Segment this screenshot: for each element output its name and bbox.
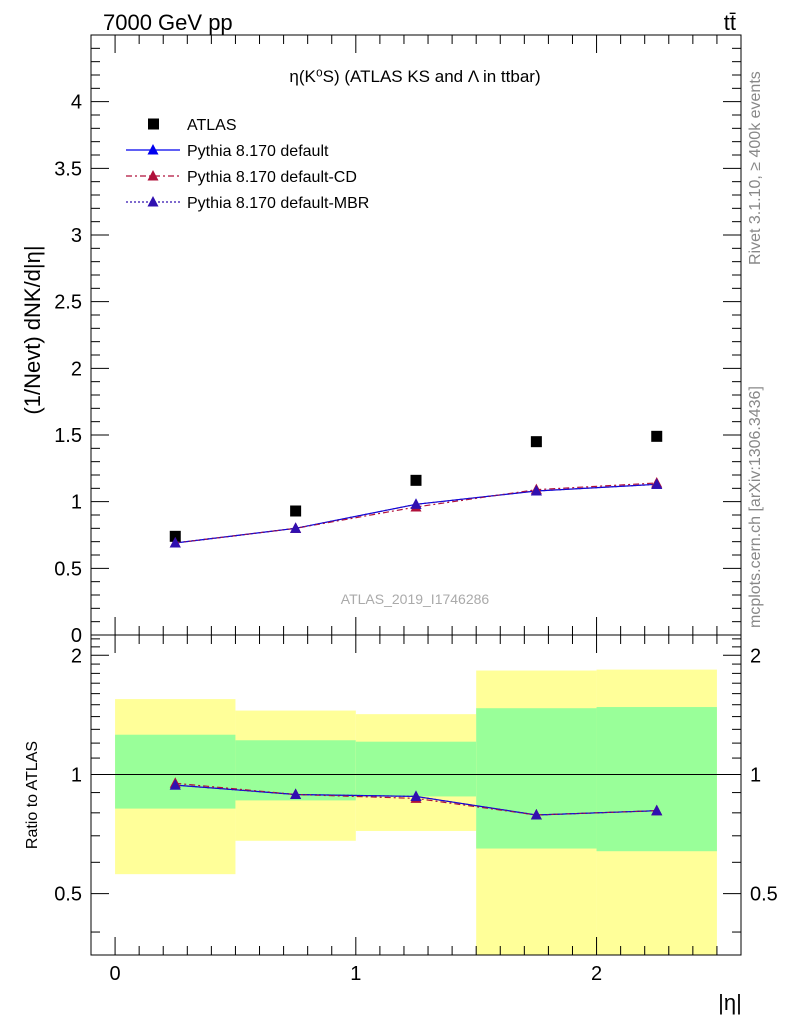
series-atlas-point [290, 505, 302, 517]
ratio-y-axis-label: Ratio to ATLAS [24, 741, 41, 849]
main-marks [169, 430, 663, 548]
ratio-frame [90, 634, 742, 956]
green-band-bin [596, 707, 717, 852]
main-y-tick-label: 1 [71, 492, 82, 514]
ratio-y-tick-label: 1 [71, 764, 82, 786]
main-y-axis-label: (1/Nevt) dNK/d|η| [20, 245, 45, 414]
legend-pythia-8-170-default-marker [147, 144, 159, 155]
ratio-y-tick-label-right: 0.5 [750, 884, 778, 906]
analysis-id-label: ATLAS_2019_I1746286 [341, 591, 490, 607]
main-axes: 0 0.5 1 1.5 2 2.5 3 3.5 4 [54, 35, 741, 647]
ratio-axes: 0 1 2 0.5 0.5 1 1 2 2 [54, 635, 778, 985]
ratio-marks [169, 777, 663, 820]
ratio-y-tick-label: 2 [71, 645, 82, 667]
series-atlas-point [169, 530, 181, 542]
legend-pythia-8-170-default-cd-label: Pythia 8.170 default-CD [187, 169, 357, 186]
x-tick-label: 1 [350, 963, 361, 985]
ratio-panel: 0 1 2 0.5 0.5 1 1 2 2 Ratio to ATLAS |η| [24, 634, 778, 1015]
green-band-bin [355, 741, 477, 797]
green-band-bin [476, 708, 597, 849]
ratio-uncertainty-bands [91, 669, 741, 955]
ratio-y-tick-label: 0.5 [54, 884, 82, 906]
series-atlas-point [530, 436, 542, 448]
main-y-tick-label: 2 [71, 358, 82, 380]
series-atlas-point [651, 430, 663, 442]
energy-label: 7000 GeV pp [103, 10, 233, 35]
series-pythia-8-170-default-mbr-point [410, 498, 422, 509]
mcplots-label: mcplots.cern.ch [arXiv:1306.3436] [747, 386, 764, 628]
ratio-y-tick-label-right: 2 [750, 645, 761, 667]
main-y-tick-label: 4 [71, 92, 82, 114]
series-pythia-8-170-default-mbr-point [530, 485, 542, 496]
legend-atlas-label: ATLAS [187, 117, 237, 134]
main-y-tick-label: 3 [71, 225, 82, 247]
main-y-tick-label: 2.5 [54, 292, 82, 314]
main-y-tick-label: 0 [71, 625, 82, 647]
series-atlas-point [410, 474, 422, 486]
legend-atlas-marker [148, 118, 159, 130]
ratio-pythia-8-170-default-mbr-point [169, 779, 181, 790]
ratio-pythia-8-170-default-mbr-point [651, 804, 663, 816]
series-pythia-8-170-default-mbr-point [169, 537, 181, 548]
rivet-label: Rivet 3.1.10, ≥ 400k events [747, 71, 764, 265]
ratio-pythia-8-170-default-mbr-point [410, 790, 422, 801]
main-panel: 0 0.5 1 1.5 2 2.5 3 3.5 4 η(K⁰S) (ATLAS KS and Λ… [20, 34, 742, 647]
legend: ATLAS Pythia 8.170 default Pythia 8.170 de… [126, 117, 369, 212]
legend-pythia-8-170-default-mbr-marker [147, 196, 159, 207]
legend-pythia-8-170-default-cd-marker [147, 170, 159, 181]
process-label: tt̄ [724, 10, 736, 35]
ratio-pythia-8-170-default-mbr-point [530, 808, 542, 820]
ratio-y-tick-label-right: 1 [750, 764, 761, 786]
series-pythia-8-170-default-mbr-point [290, 522, 302, 533]
green-band-bin [115, 734, 236, 809]
main-y-tick-label: 0.5 [54, 558, 82, 580]
series-pythia-8-170-default-mbr-point [651, 478, 663, 489]
series-pythia-8-170-default-mbr-line [175, 483, 657, 544]
x-tick-label: 0 [110, 963, 121, 985]
x-axis-label: |η| [718, 990, 742, 1015]
main-y-tick-label: 1.5 [54, 425, 82, 447]
x-tick-label: 2 [591, 963, 602, 985]
legend-pythia-8-170-default-label: Pythia 8.170 default [187, 143, 329, 160]
chart-title: η(K⁰S) (ATLAS KS and Λ in ttbar) [289, 67, 540, 86]
main-y-tick-label: 3.5 [54, 158, 82, 180]
legend-pythia-8-170-default-mbr-label: Pythia 8.170 default-MBR [187, 195, 369, 212]
ratio-pythia-8-170-default-mbr-point [290, 788, 302, 799]
